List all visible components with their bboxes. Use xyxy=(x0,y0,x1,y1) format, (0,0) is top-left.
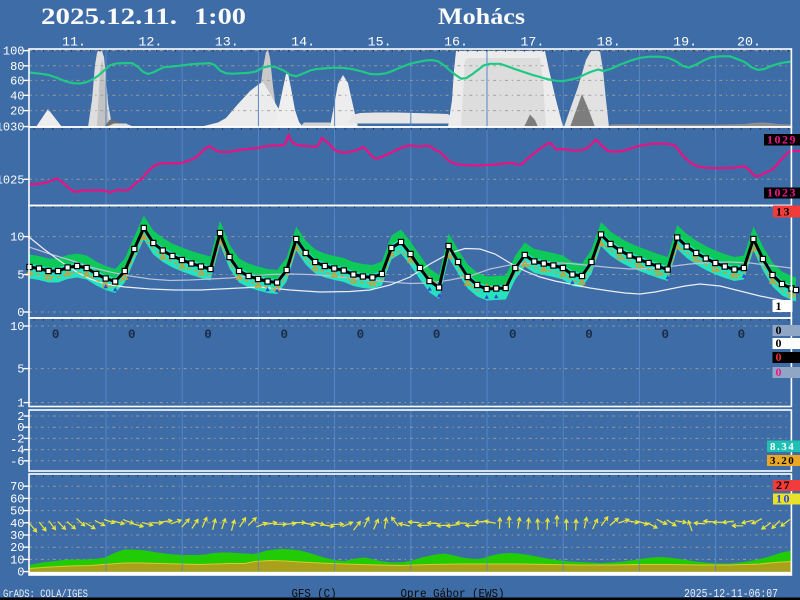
svg-text:10: 10 xyxy=(10,231,24,245)
svg-text:10: 10 xyxy=(10,320,24,334)
svg-text:0: 0 xyxy=(280,328,288,342)
svg-text:2025-12-11-06:07: 2025-12-11-06:07 xyxy=(684,588,778,600)
svg-text:0: 0 xyxy=(509,328,517,342)
svg-text:0: 0 xyxy=(776,365,784,379)
svg-text:30: 30 xyxy=(10,529,24,543)
svg-text:0: 0 xyxy=(17,306,24,320)
svg-text:Opre Gábor (EWS): Opre Gábor (EWS) xyxy=(401,588,505,600)
svg-text:-2: -2 xyxy=(10,432,24,446)
svg-text:60: 60 xyxy=(10,74,24,88)
svg-text:GrADS: COLA/IGES: GrADS: COLA/IGES xyxy=(3,589,88,600)
svg-text:0: 0 xyxy=(738,328,746,342)
svg-text:3.20: 3.20 xyxy=(770,455,795,467)
svg-text:1:00: 1:00 xyxy=(194,4,246,29)
svg-text:11.: 11. xyxy=(62,35,86,50)
svg-text:5: 5 xyxy=(17,363,24,377)
svg-text:-6: -6 xyxy=(10,455,24,469)
svg-text:15.: 15. xyxy=(368,35,392,50)
svg-text:8.34: 8.34 xyxy=(770,441,795,453)
svg-text:20: 20 xyxy=(10,105,24,119)
svg-text:1025: 1025 xyxy=(0,173,25,187)
svg-text:GFS (C): GFS (C) xyxy=(292,588,337,600)
svg-text:17.: 17. xyxy=(520,35,544,50)
svg-text:0: 0 xyxy=(128,328,136,342)
svg-text:10: 10 xyxy=(776,492,791,506)
svg-text:0: 0 xyxy=(52,328,60,342)
svg-text:100: 100 xyxy=(3,45,25,59)
svg-text:0: 0 xyxy=(776,336,784,350)
svg-text:0: 0 xyxy=(17,566,24,580)
svg-text:16.: 16. xyxy=(444,35,468,50)
svg-text:70: 70 xyxy=(10,480,24,494)
svg-text:80: 80 xyxy=(10,60,24,74)
svg-text:20: 20 xyxy=(10,541,24,555)
svg-text:1023: 1023 xyxy=(767,186,797,200)
svg-text:13.: 13. xyxy=(215,35,239,50)
svg-text:27: 27 xyxy=(776,478,791,492)
svg-text:40: 40 xyxy=(10,517,24,531)
svg-text:1: 1 xyxy=(17,397,24,411)
svg-text:Mohács: Mohács xyxy=(438,4,525,29)
svg-text:2: 2 xyxy=(17,410,24,424)
svg-text:18.: 18. xyxy=(597,35,621,50)
svg-text:40: 40 xyxy=(10,89,24,103)
svg-text:13: 13 xyxy=(776,205,791,219)
svg-text:2025.12.11.: 2025.12.11. xyxy=(41,4,177,29)
svg-text:0: 0 xyxy=(776,350,784,364)
svg-text:1030: 1030 xyxy=(0,121,25,135)
svg-text:10: 10 xyxy=(10,553,24,567)
svg-text:0: 0 xyxy=(204,328,212,342)
svg-text:20.: 20. xyxy=(737,35,761,50)
svg-text:-4: -4 xyxy=(10,444,24,458)
svg-text:1029: 1029 xyxy=(767,133,797,147)
svg-text:0: 0 xyxy=(585,328,593,342)
svg-text:50: 50 xyxy=(10,505,24,519)
svg-text:0: 0 xyxy=(776,323,784,337)
svg-text:0: 0 xyxy=(661,328,669,342)
svg-text:5: 5 xyxy=(17,269,24,283)
svg-text:12.: 12. xyxy=(138,35,162,50)
svg-text:0: 0 xyxy=(17,421,24,435)
svg-text:0: 0 xyxy=(433,328,441,342)
svg-text:14.: 14. xyxy=(291,35,315,50)
svg-text:1: 1 xyxy=(776,299,784,313)
svg-text:60: 60 xyxy=(10,492,24,506)
svg-text:19.: 19. xyxy=(673,35,697,50)
svg-text:0: 0 xyxy=(357,328,365,342)
